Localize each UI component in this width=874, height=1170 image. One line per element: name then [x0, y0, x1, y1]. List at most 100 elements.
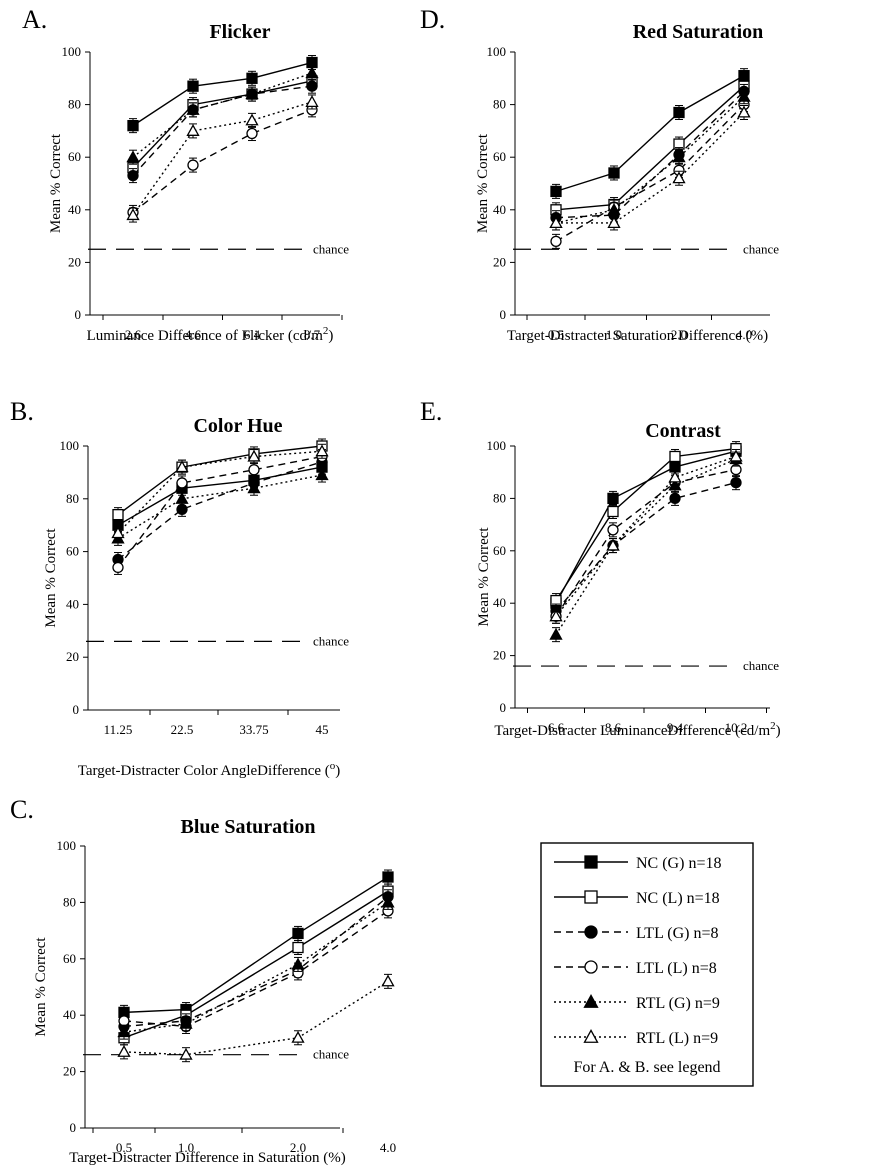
data-point — [549, 609, 563, 622]
x-axis-label-main: Target-Distracter LuminanceDifference (c… — [494, 723, 770, 739]
x-tick-label: 6.6 — [548, 720, 565, 735]
data-point — [673, 106, 685, 119]
data-point — [305, 66, 319, 79]
series-rtl-g — [117, 894, 395, 1040]
series-line — [117, 455, 323, 568]
data-point — [126, 208, 140, 221]
data-point — [550, 185, 562, 198]
data-point — [112, 508, 124, 521]
series-line — [132, 80, 313, 169]
x-tick-label: 9.4 — [667, 720, 684, 735]
series-line — [117, 450, 323, 534]
data-point — [737, 89, 751, 102]
series-rtl-g — [126, 65, 319, 165]
series-ltl-l — [550, 97, 750, 249]
x-tick-label: 0.5 — [548, 327, 564, 342]
data-point — [246, 72, 258, 84]
series-line — [555, 468, 737, 617]
data-point — [292, 927, 304, 940]
chart-panel-a: A. Flicker 0 20 40 60 80 100 2.6 4.6 6.4 8.7 Mean % … — [22, 5, 349, 344]
x-tick-label: 4.0 — [380, 1140, 396, 1155]
chance-label: chance — [313, 1047, 349, 1062]
legend-label: NC (G) n=18 — [636, 855, 721, 872]
data-point — [245, 113, 259, 126]
legend-marker — [584, 960, 598, 974]
x-tick-label: 8.6 — [605, 720, 622, 735]
x-tick-label: 4.6 — [185, 327, 202, 342]
data-point — [186, 124, 200, 136]
y-axis-label: Mean % Correct — [33, 937, 49, 1037]
data-point — [315, 468, 329, 481]
data-point — [291, 957, 305, 970]
data-point — [175, 460, 189, 473]
data-point — [608, 167, 620, 179]
y-tick-label: 100 — [62, 44, 82, 59]
legend-label: NC (L) n=18 — [636, 890, 720, 907]
x-axis-label-main: Luminance Difference of Flicker (cd/m — [87, 328, 324, 344]
series-line — [123, 901, 389, 1033]
chart-panel-c: C. Blue Saturation 0 20 40 60 80 100 0.5 1.0 2.0 4.… — [10, 795, 396, 1166]
series-rtl-l — [126, 94, 319, 223]
series-nc-g — [118, 869, 394, 1020]
legend-note: For A. & B. see legend — [573, 1059, 720, 1076]
y-tick-label: 60 — [66, 544, 79, 559]
chance-label: chance — [313, 633, 349, 648]
x-tick-label: 22.5 — [171, 722, 194, 737]
series-rtl-g — [111, 467, 329, 546]
y-tick-label: 0 — [70, 1120, 77, 1135]
x-axis-label-main: Target-Distracter Difference in Saturati… — [69, 1150, 346, 1166]
series-line — [555, 75, 745, 193]
data-point — [607, 492, 619, 505]
data-point — [179, 1016, 193, 1029]
data-point — [117, 1025, 131, 1038]
series-line — [555, 447, 737, 601]
data-point — [607, 202, 621, 215]
y-tick-label: 40 — [493, 202, 506, 217]
series-rtl-g — [549, 89, 751, 231]
data-point — [669, 492, 681, 505]
x-tick-label: 2.0 — [671, 327, 687, 342]
x-tick-label: 11.25 — [104, 722, 133, 737]
y-tick-label: 100 — [487, 438, 507, 453]
x-axis-label-main: Target-Distracter Color AngleDifference … — [78, 763, 330, 779]
x-tick-label: 45 — [316, 722, 329, 737]
series-line — [132, 85, 313, 177]
series-nc-l — [118, 883, 394, 1046]
y-tick-label: 80 — [68, 97, 81, 112]
y-tick-label: 20 — [63, 1064, 76, 1079]
chart-title: Color Hue — [193, 415, 282, 437]
data-point — [127, 169, 139, 182]
y-tick-label: 20 — [66, 649, 79, 664]
y-tick-label: 0 — [75, 307, 82, 322]
legend-label: LTL (G) n=8 — [636, 925, 719, 942]
series-line — [123, 980, 389, 1056]
y-tick-label: 60 — [493, 543, 506, 558]
legend-marker — [584, 890, 598, 904]
panel-label: D. — [420, 5, 445, 34]
data-point — [672, 150, 686, 163]
data-point — [118, 1015, 130, 1027]
series-nc-g — [127, 55, 318, 134]
chart-title: Contrast — [645, 420, 721, 442]
series-line — [117, 466, 323, 526]
x-tick-label: 4.0 — [736, 327, 752, 342]
series-line — [555, 90, 745, 219]
series-line — [555, 104, 745, 242]
x-tick-label: 10.2 — [725, 720, 748, 735]
x-tick-label: 1.0 — [178, 1140, 194, 1155]
legend: NC (G) n=18 NC (L) n=18 LTL (G) n=8 LTL (L)… — [540, 842, 754, 1087]
series-line — [555, 450, 737, 604]
y-tick-label: 0 — [500, 700, 507, 715]
data-point — [175, 491, 189, 504]
y-axis-label: Mean % Correct — [48, 133, 64, 233]
series-rtl-l — [549, 104, 751, 231]
x-tick-label: 8.7 — [304, 327, 321, 342]
x-tick-label: 6.4 — [244, 327, 261, 342]
y-tick-label: 40 — [493, 595, 506, 610]
series-rtl-l — [549, 448, 743, 624]
data-point — [126, 150, 140, 163]
data-point — [669, 450, 681, 463]
x-tick-label: 0.5 — [116, 1140, 132, 1155]
x-axis-label-superscript: o — [330, 760, 336, 772]
legend-label: RTL (L) n=9 — [636, 1030, 718, 1047]
